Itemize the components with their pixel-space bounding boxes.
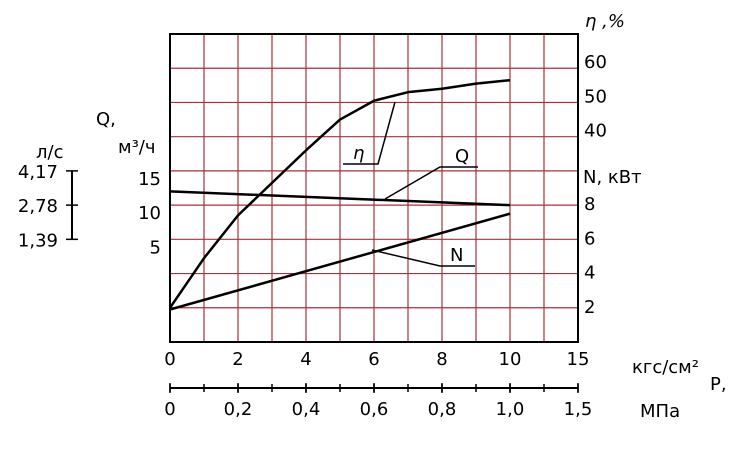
q-tick-label: 10 [138, 203, 161, 224]
x-tick-label: 15 [567, 349, 590, 370]
ls-tick-label: 4,17 [18, 162, 58, 183]
ls-tick-label: 1,39 [18, 230, 58, 251]
n-axis-label: N, кВт [583, 167, 642, 188]
x-tick-label: 4 [300, 349, 311, 370]
ls-tick-label: 2,78 [18, 196, 58, 217]
q-axis-units: м³/ч [118, 137, 156, 158]
eta-annotation: η [353, 143, 364, 164]
series-line [169, 190, 511, 207]
eta-tick-label: 60 [584, 52, 607, 73]
n-tick-label: 4 [584, 263, 595, 284]
plot-frame [169, 33, 579, 343]
series-line [168, 78, 511, 309]
q-tick-label: 5 [150, 237, 161, 258]
eta-tick-label: 50 [584, 86, 607, 107]
x-tick-label: 6 [368, 349, 379, 370]
eta-axis-label: η ,% [585, 11, 625, 32]
x-units: кгс/см² [632, 357, 699, 378]
annotation-leaders [343, 101, 478, 267]
x-label: Р, [710, 374, 727, 395]
n-tick-label: 6 [584, 228, 595, 249]
series-line [169, 212, 511, 311]
n-tick-label: 8 [584, 194, 595, 215]
x2-units: МПа [640, 401, 680, 422]
x2-tick-label: 0,6 [360, 399, 389, 420]
x2-tick-label: 0,2 [224, 399, 253, 420]
n-annotation: N [450, 245, 463, 266]
q-axis-label: Q, [96, 109, 116, 130]
n-tick-label: 2 [584, 297, 595, 318]
x2-tick-label: 1,0 [496, 399, 525, 420]
x-tick-label: 8 [436, 349, 447, 370]
x2-tick-label: 0 [164, 399, 175, 420]
q-annotation: Q [455, 146, 469, 167]
q-tick-label: 15 [138, 169, 161, 190]
eta-tick-label: 40 [584, 121, 607, 142]
x2-tick-label: 0,4 [292, 399, 321, 420]
x-tick-label: 10 [499, 349, 522, 370]
x-tick-label: 2 [232, 349, 243, 370]
x2-tick-label: 0,8 [428, 399, 457, 420]
x-tick-label: 0 [164, 349, 175, 370]
ls-axis-label: л/с [36, 142, 63, 163]
x2-tick-label: 1,5 [564, 399, 593, 420]
